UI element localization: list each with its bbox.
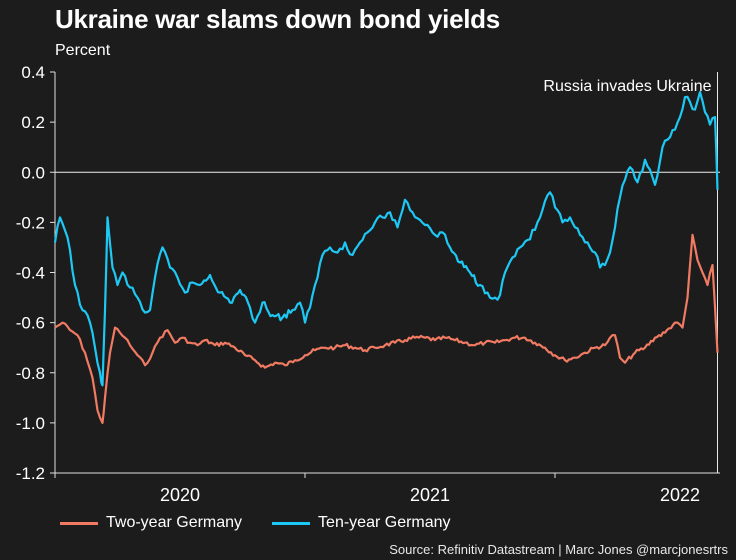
legend-label-two-year: Two-year Germany — [106, 514, 243, 531]
y-tick-label: -0.2 — [16, 213, 45, 232]
chart-legend: Two-year Germany Ten-year Germany — [60, 514, 481, 532]
legend-item-ten-year: Ten-year Germany — [272, 514, 451, 532]
legend-swatch-ten-year — [272, 521, 311, 525]
y-axis-unit-label: Percent — [55, 42, 111, 59]
y-tick-label: -0.6 — [16, 314, 45, 333]
legend-swatch-two-year — [60, 521, 98, 525]
invasion-annotation-label: Russia invades Ukraine — [543, 78, 711, 95]
y-tick-label: -0.4 — [16, 264, 45, 283]
y-tick-label: -1.0 — [16, 414, 45, 433]
y-tick-label: -1.2 — [16, 464, 45, 483]
source-credit: Source: Refinitiv Datastream | Marc Jone… — [389, 542, 728, 557]
x-tick-label: 2022 — [660, 485, 700, 505]
y-tick-label: 0.2 — [21, 113, 45, 132]
ten-year-germany-line — [53, 91, 719, 387]
two-year-germany-line — [54, 233, 719, 424]
y-tick-label: 0.0 — [21, 163, 45, 182]
chart-title: Ukraine war slams down bond yields — [55, 4, 500, 34]
legend-label-ten-year: Ten-year Germany — [318, 514, 451, 531]
legend-item-two-year: Two-year Germany — [60, 514, 242, 532]
y-tick-label: -0.8 — [16, 364, 45, 383]
x-tick-label: 2020 — [160, 485, 200, 505]
x-tick-label: 2021 — [410, 485, 450, 505]
y-tick-label: 0.4 — [21, 63, 45, 82]
